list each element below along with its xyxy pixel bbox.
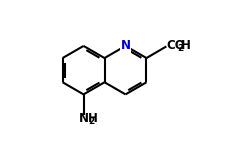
- Text: 2: 2: [177, 44, 184, 53]
- Text: N: N: [120, 39, 131, 52]
- Text: CO: CO: [167, 39, 186, 52]
- Text: NH: NH: [78, 112, 98, 125]
- Text: 2: 2: [88, 117, 94, 126]
- Text: H: H: [181, 39, 191, 52]
